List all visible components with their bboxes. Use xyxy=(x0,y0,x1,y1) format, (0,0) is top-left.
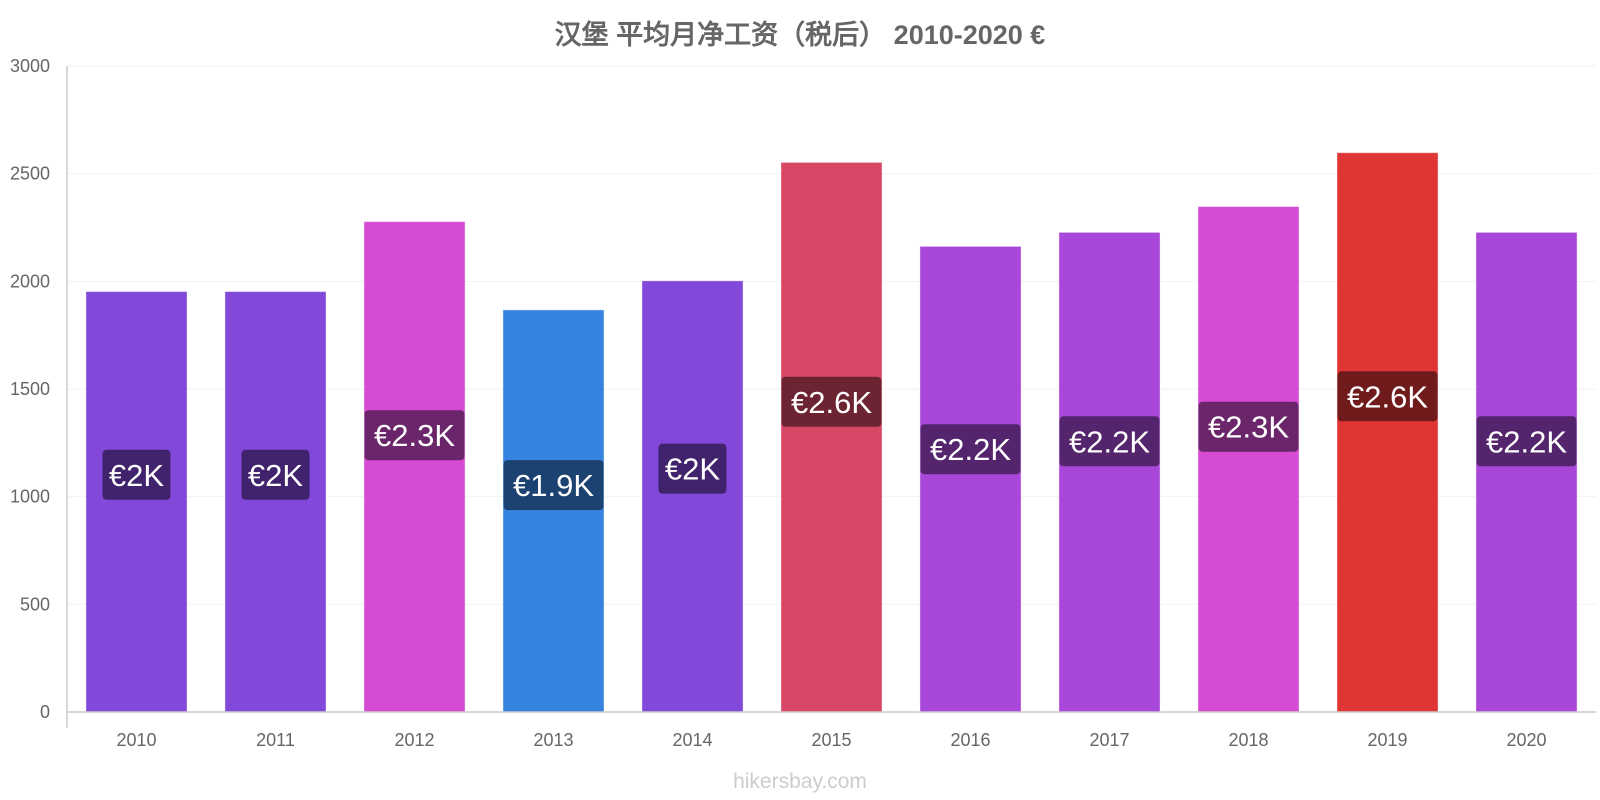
bar-2013 xyxy=(502,309,605,713)
y-tick-label: 1000 xyxy=(10,487,50,507)
bar-2019 xyxy=(1336,152,1439,713)
y-tick-label: 1500 xyxy=(10,379,50,399)
data-label: €2.6K xyxy=(1347,379,1428,414)
chart-title: 汉堡 平均月净工资（税后） 2010-2020 € xyxy=(555,19,1046,50)
bar-2010 xyxy=(85,291,188,713)
x-tick-label: 2019 xyxy=(1367,730,1407,750)
data-label-box xyxy=(781,376,882,427)
x-tick-label: 2011 xyxy=(256,730,295,750)
data-label-box xyxy=(658,443,727,494)
x-tick-label: 2017 xyxy=(1089,730,1129,750)
y-tick-label: 2500 xyxy=(10,164,50,184)
data-label-box xyxy=(364,410,465,461)
data-label: €2K xyxy=(665,452,720,487)
x-tick-label: 2020 xyxy=(1506,730,1546,750)
bar-2011 xyxy=(224,291,327,713)
data-label: €2.2K xyxy=(1069,424,1150,459)
data-label-box xyxy=(1198,401,1299,452)
bar-2017 xyxy=(1058,232,1161,713)
y-tick-label: 0 xyxy=(40,702,50,722)
y-tick-label: 2000 xyxy=(10,271,50,291)
x-tick-label: 2014 xyxy=(672,730,712,750)
data-label: €2.3K xyxy=(374,418,455,453)
data-label-box xyxy=(1337,371,1438,422)
watermark: hikersbay.com xyxy=(733,770,867,793)
data-label-box xyxy=(1476,416,1577,467)
x-tick-label: 2012 xyxy=(394,730,434,750)
y-tick-label: 3000 xyxy=(10,56,50,76)
data-labels: €2K €2K €2.3K €1.9K €2K €2.6K €2.2K €2.2K €2.3K €… xyxy=(102,371,1577,511)
bar-2014 xyxy=(641,280,744,713)
x-tick-label: 2013 xyxy=(533,730,573,750)
data-label: €2K xyxy=(109,458,164,493)
y-axis-ticks: 0 500 1000 1500 2000 2500 3000 xyxy=(10,56,50,722)
x-tick-label: 2018 xyxy=(1228,730,1268,750)
data-label-box xyxy=(1059,416,1160,467)
y-tick-label: 500 xyxy=(20,594,50,614)
x-tick-label: 2016 xyxy=(950,730,990,750)
data-label: €2.2K xyxy=(930,432,1011,467)
data-label-box xyxy=(102,449,171,500)
data-label-box xyxy=(920,424,1021,475)
x-axis-ticks: 2010 2011 2012 2013 2014 2015 2016 2017 2018 2019… xyxy=(116,730,1546,750)
bar-2012 xyxy=(363,221,466,713)
bar-2020 xyxy=(1475,232,1578,713)
data-label: €2K xyxy=(248,458,303,493)
bars xyxy=(85,152,1578,713)
data-label-box xyxy=(241,449,310,500)
data-label-box xyxy=(503,460,604,511)
data-label: €2.2K xyxy=(1486,424,1567,459)
data-label: €2.6K xyxy=(791,385,872,420)
x-tick-label: 2015 xyxy=(811,730,851,750)
bar-2018 xyxy=(1197,206,1300,713)
bar-2016 xyxy=(919,246,1022,713)
data-label: €1.9K xyxy=(513,468,594,503)
x-tick-label: 2010 xyxy=(116,730,156,750)
bar-2015 xyxy=(780,162,883,713)
data-label: €2.3K xyxy=(1208,410,1289,445)
